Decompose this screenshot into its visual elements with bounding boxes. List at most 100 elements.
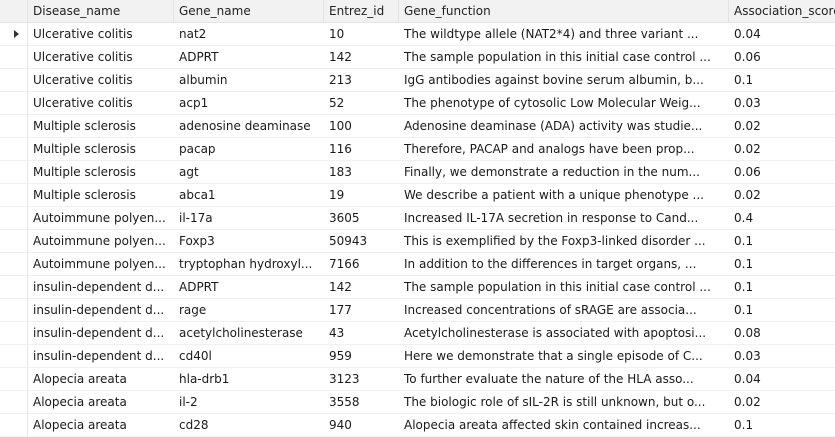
cell-entrez-id[interactable]: 177	[329, 303, 352, 317]
cell-association-score[interactable]: 0.08	[734, 326, 761, 340]
table-row[interactable]: insulin-dependent d... acetylcholinestera…	[0, 322, 835, 345]
table-row[interactable]: Autoimmune polyen... Foxp3 50943 This is ex…	[0, 230, 835, 253]
cell-entrez-id[interactable]: 52	[329, 96, 345, 110]
cell-gene-function[interactable]: Adenosine deaminase (ADA) activity was s…	[404, 119, 703, 133]
cell-disease-name[interactable]: insulin-dependent d...	[33, 303, 165, 317]
cell-gene-function[interactable]: Finally, we demonstrate a reduction in t…	[404, 165, 700, 179]
cell-disease-name[interactable]: Ulcerative colitis	[33, 73, 133, 87]
table-row[interactable]: Ulcerative colitis acp1 52 The phenotype of…	[0, 92, 835, 115]
table-row[interactable]: insulin-dependent d... rage 177 Increased c…	[0, 299, 835, 322]
cell-disease-name[interactable]: insulin-dependent d...	[33, 349, 165, 363]
table-row[interactable]: Multiple sclerosis abca1 19 We describe a p…	[0, 184, 835, 207]
cell-entrez-id[interactable]: 3558	[329, 395, 360, 409]
table-row[interactable]: Ulcerative colitis ADPRT 142 The sample pop…	[0, 46, 835, 69]
table-row[interactable]: insulin-dependent d... ADPRT 142 The sample…	[0, 276, 835, 299]
cell-gene-name[interactable]: adenosine deaminase	[179, 119, 311, 133]
cell-disease-name[interactable]: insulin-dependent d...	[33, 280, 165, 294]
cell-gene-function[interactable]: The sample population in this initial ca…	[404, 280, 711, 294]
row-header[interactable]	[0, 230, 28, 252]
cell-disease-name[interactable]: Autoimmune polyen...	[33, 257, 166, 271]
cell-association-score[interactable]: 0.04	[734, 27, 761, 41]
cell-entrez-id[interactable]: 3123	[329, 372, 360, 386]
cell-gene-function[interactable]: Alopecia areata affected skin contained …	[404, 418, 701, 432]
table-row[interactable]: Multiple sclerosis adenosine deaminase 100…	[0, 115, 835, 138]
table-row[interactable]: Ulcerative colitis albumin 213 IgG antibodi…	[0, 69, 835, 92]
table-row[interactable]: Alopecia areata cd28 940 Alopecia areata af…	[0, 414, 835, 437]
cell-gene-name[interactable]: pacap	[179, 142, 216, 156]
cell-association-score[interactable]: 0.03	[734, 349, 761, 363]
table-row[interactable]: Multiple sclerosis agt 183 Finally, we demo…	[0, 161, 835, 184]
cell-disease-name[interactable]: Ulcerative colitis	[33, 96, 133, 110]
cell-disease-name[interactable]: Alopecia areata	[33, 395, 127, 409]
row-header[interactable]	[0, 92, 28, 114]
row-header[interactable]	[0, 414, 28, 436]
cell-disease-name[interactable]: Multiple sclerosis	[33, 188, 136, 202]
column-header-disease-name[interactable]: Disease_name	[28, 0, 174, 22]
column-header-association-score[interactable]: Association_score	[734, 4, 835, 18]
cell-gene-name[interactable]: Foxp3	[179, 234, 215, 248]
cell-entrez-id[interactable]: 959	[329, 349, 352, 363]
cell-gene-name[interactable]: abca1	[179, 188, 216, 202]
cell-entrez-id[interactable]: 3605	[329, 211, 360, 225]
cell-entrez-id[interactable]: 43	[329, 326, 345, 340]
column-header-entrez-id[interactable]: Entrez_id	[324, 0, 399, 22]
cell-gene-function[interactable]: This is exemplified by the Foxp3-linked …	[404, 234, 706, 248]
cell-association-score[interactable]: 0.1	[734, 257, 754, 271]
cell-association-score[interactable]: 0.02	[734, 395, 761, 409]
cell-disease-name[interactable]: Alopecia areata	[33, 372, 127, 386]
row-header[interactable]	[0, 161, 28, 183]
cell-association-score[interactable]: 0.03	[734, 96, 761, 110]
cell-disease-name[interactable]: Autoimmune polyen...	[33, 234, 166, 248]
cell-gene-name[interactable]: il-2	[179, 395, 198, 409]
cell-gene-function[interactable]: In addition to the differences in target…	[404, 257, 697, 271]
cell-gene-name[interactable]: rage	[179, 303, 207, 317]
row-header[interactable]	[0, 138, 28, 160]
table-row[interactable]: Alopecia areata il-2 3558 The biologic role…	[0, 391, 835, 414]
cell-entrez-id[interactable]: 116	[329, 142, 352, 156]
cell-gene-name[interactable]: tryptophan hydroxyl...	[179, 257, 313, 271]
cell-gene-function[interactable]: The biologic role of sIL-2R is still unk…	[404, 395, 706, 409]
cell-disease-name[interactable]: Ulcerative colitis	[33, 27, 133, 41]
cell-gene-name[interactable]: ADPRT	[179, 280, 219, 294]
cell-gene-function[interactable]: To further evaluate the nature of the HL…	[404, 372, 694, 386]
cell-entrez-id[interactable]: 940	[329, 418, 352, 432]
cell-gene-function[interactable]: Here we demonstrate that a single episod…	[404, 349, 703, 363]
cell-association-score[interactable]: 0.04	[734, 372, 761, 386]
row-header[interactable]	[0, 23, 28, 45]
cell-gene-function[interactable]: The wildtype allele (NAT2*4) and three v…	[404, 27, 699, 41]
cell-disease-name[interactable]: Multiple sclerosis	[33, 142, 136, 156]
row-header[interactable]	[0, 368, 28, 390]
cell-gene-function[interactable]: We describe a patient with a unique phen…	[404, 188, 704, 202]
table-row[interactable]: Multiple sclerosis pacap 116 Therefore, PAC…	[0, 138, 835, 161]
row-header[interactable]	[0, 46, 28, 68]
cell-gene-name[interactable]: agt	[179, 165, 199, 179]
cell-disease-name[interactable]: Ulcerative colitis	[33, 50, 133, 64]
cell-gene-name[interactable]: acp1	[179, 96, 209, 110]
row-header[interactable]	[0, 391, 28, 413]
cell-association-score[interactable]: 0.1	[734, 418, 754, 432]
cell-gene-name[interactable]: nat2	[179, 27, 207, 41]
row-header[interactable]	[0, 69, 28, 91]
row-header[interactable]	[0, 207, 28, 229]
cell-entrez-id[interactable]: 183	[329, 165, 352, 179]
cell-disease-name[interactable]: insulin-dependent d...	[33, 326, 165, 340]
cell-disease-name[interactable]: Autoimmune polyen...	[33, 211, 166, 225]
cell-association-score[interactable]: 0.4	[734, 211, 754, 225]
cell-disease-name[interactable]: Multiple sclerosis	[33, 119, 136, 133]
cell-gene-name[interactable]: hla-drb1	[179, 372, 230, 386]
cell-gene-name[interactable]: albumin	[179, 73, 228, 87]
table-row[interactable]: insulin-dependent d... cd40l 959 Here we de…	[0, 345, 835, 368]
row-header[interactable]	[0, 115, 28, 137]
column-header-gene-function[interactable]: Gene_function	[399, 0, 729, 22]
table-row[interactable]: Autoimmune polyen... tryptophan hydroxyl.…	[0, 253, 835, 276]
row-header[interactable]	[0, 253, 28, 275]
cell-association-score[interactable]: 0.1	[734, 303, 754, 317]
cell-association-score[interactable]: 0.1	[734, 234, 754, 248]
row-header[interactable]	[0, 184, 28, 206]
column-header-gene-name[interactable]: Gene_name	[174, 0, 324, 22]
row-header[interactable]	[0, 322, 28, 344]
cell-entrez-id[interactable]: 19	[329, 188, 345, 202]
row-header[interactable]	[0, 299, 28, 321]
cell-gene-function[interactable]: IgG antibodies against bovine serum albu…	[404, 73, 704, 87]
cell-association-score[interactable]: 0.06	[734, 165, 761, 179]
